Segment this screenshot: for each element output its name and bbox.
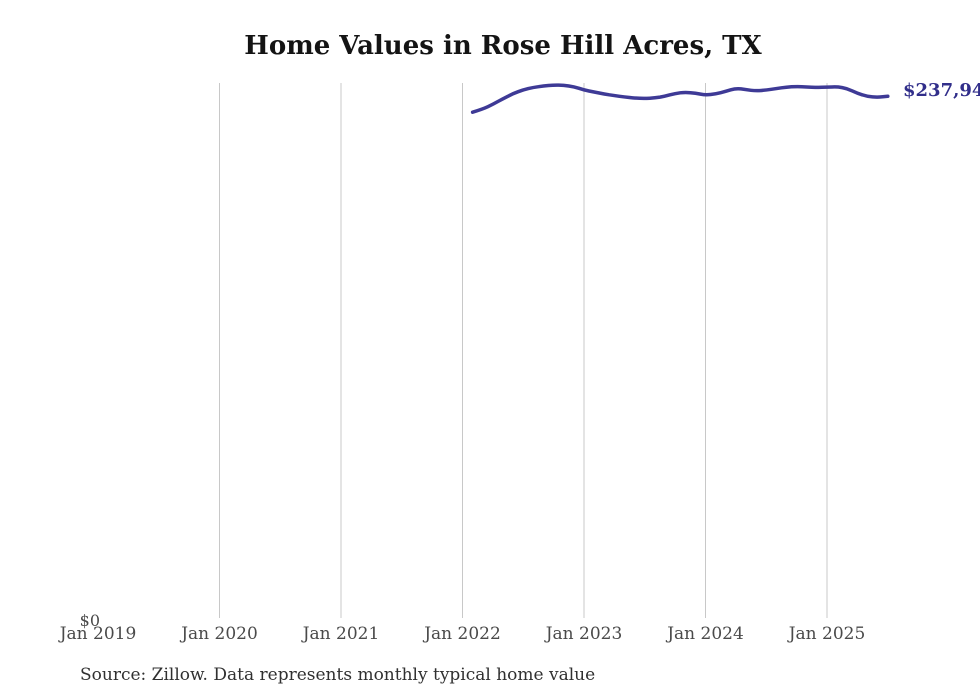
y-axis-zero-label: $0 [79,611,100,630]
x-axis-label-jan-2025: Jan 2025 [788,624,866,644]
x-axis-label-jan-2022: Jan 2022 [424,624,501,644]
latest-value-label: $237,949 [903,80,980,101]
x-axis-label-jan-2023: Jan 2023 [545,624,623,644]
x-axis-label-jan-2021: Jan 2021 [302,624,380,644]
year-gridlines [219,83,828,618]
x-axis-label-jan-2020: Jan 2020 [181,624,258,644]
x-axis-label-jan-2019: Jan 2019 [59,624,137,644]
chart-title: Home Values in Rose Hill Acres, TX [244,31,762,61]
source-note: Source: Zillow. Data represents monthly … [80,665,596,685]
home-value-line [470,83,890,114]
x-axis-label-jan-2024: Jan 2024 [667,624,744,644]
